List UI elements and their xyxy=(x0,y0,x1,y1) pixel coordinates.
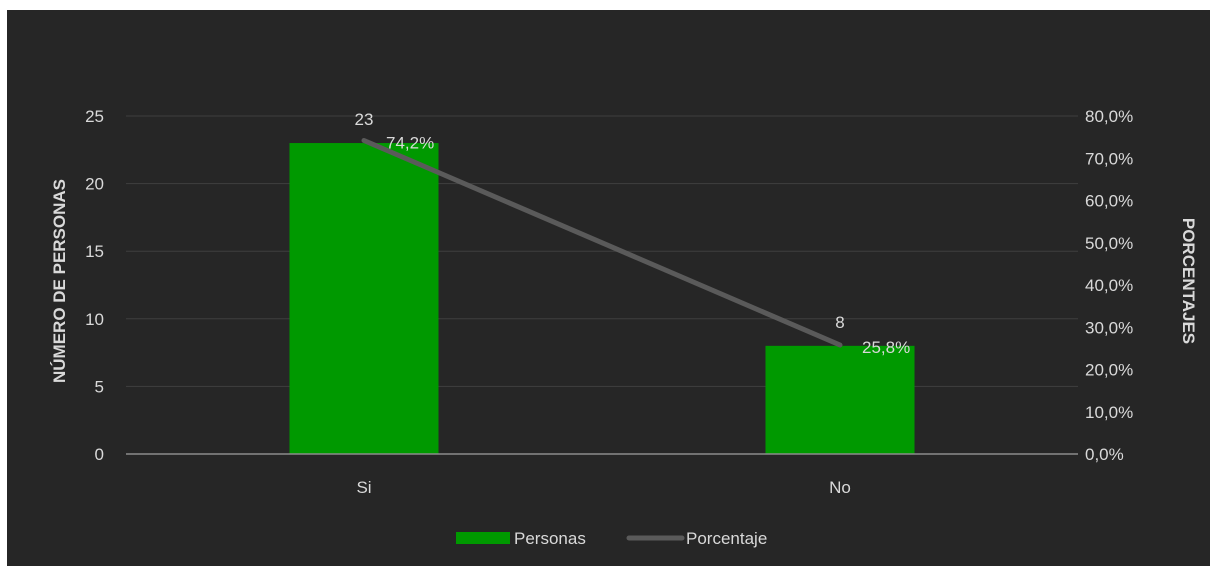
bar-si xyxy=(289,143,439,455)
bar-no xyxy=(765,345,915,454)
gridlines xyxy=(126,115,1078,387)
y2-tick-label: 60,0% xyxy=(1085,192,1133,211)
y2-tick-label: 30,0% xyxy=(1085,318,1133,337)
x-tick-label: No xyxy=(829,478,851,497)
y-axis-title: NÚMERO DE PERSONAS xyxy=(50,179,69,383)
y2-axis-title: PORCENTAJES xyxy=(1179,218,1198,344)
y-tick-label: 10 xyxy=(85,310,104,329)
data-label-porcentaje: 25,8% xyxy=(862,338,910,357)
y-tick-label: 15 xyxy=(85,242,104,261)
y2-tick-label: 40,0% xyxy=(1085,276,1133,295)
line-series-porcentaje xyxy=(361,138,843,348)
line-porcentaje xyxy=(361,138,843,348)
y2-tick-label: 50,0% xyxy=(1085,234,1133,253)
legend-swatch-personas xyxy=(456,532,510,544)
legend-label-porcentaje: Porcentaje xyxy=(686,529,767,548)
data-label-personas: 23 xyxy=(355,110,374,129)
y2-tick-label: 20,0% xyxy=(1085,361,1133,380)
data-label-personas: 8 xyxy=(835,313,844,332)
y2-tick-label: 10,0% xyxy=(1085,403,1133,422)
y2-tick-label: 80,0% xyxy=(1085,107,1133,126)
tick-labels: 0 5 10 15 20 25 0,0% 10,0% 20,0% 30,0% 40,0% 50,0% 6… xyxy=(85,107,1133,497)
x-tick-label: Si xyxy=(356,478,371,497)
bar-series-personas xyxy=(289,143,915,455)
y2-tick-label: 0,0% xyxy=(1085,445,1124,464)
y-tick-label: 20 xyxy=(85,175,104,194)
chart-area: 23 8 74,2% 25,8% 0 5 10 15 20 25 0,0% 10,0% 20,0% 30… xyxy=(7,10,1210,566)
legend-label-personas: Personas xyxy=(514,529,586,548)
data-label-porcentaje: 74,2% xyxy=(386,134,434,153)
y-tick-label: 5 xyxy=(95,377,104,396)
data-labels: 23 8 74,2% 25,8% xyxy=(355,110,911,357)
y-tick-label: 25 xyxy=(85,107,104,126)
y2-tick-label: 70,0% xyxy=(1085,149,1133,168)
y-tick-label: 0 xyxy=(95,445,104,464)
legend: Personas Porcentaje xyxy=(456,529,767,548)
combo-chart: 23 8 74,2% 25,8% 0 5 10 15 20 25 0,0% 10,0% 20,0% 30… xyxy=(50,107,1198,548)
